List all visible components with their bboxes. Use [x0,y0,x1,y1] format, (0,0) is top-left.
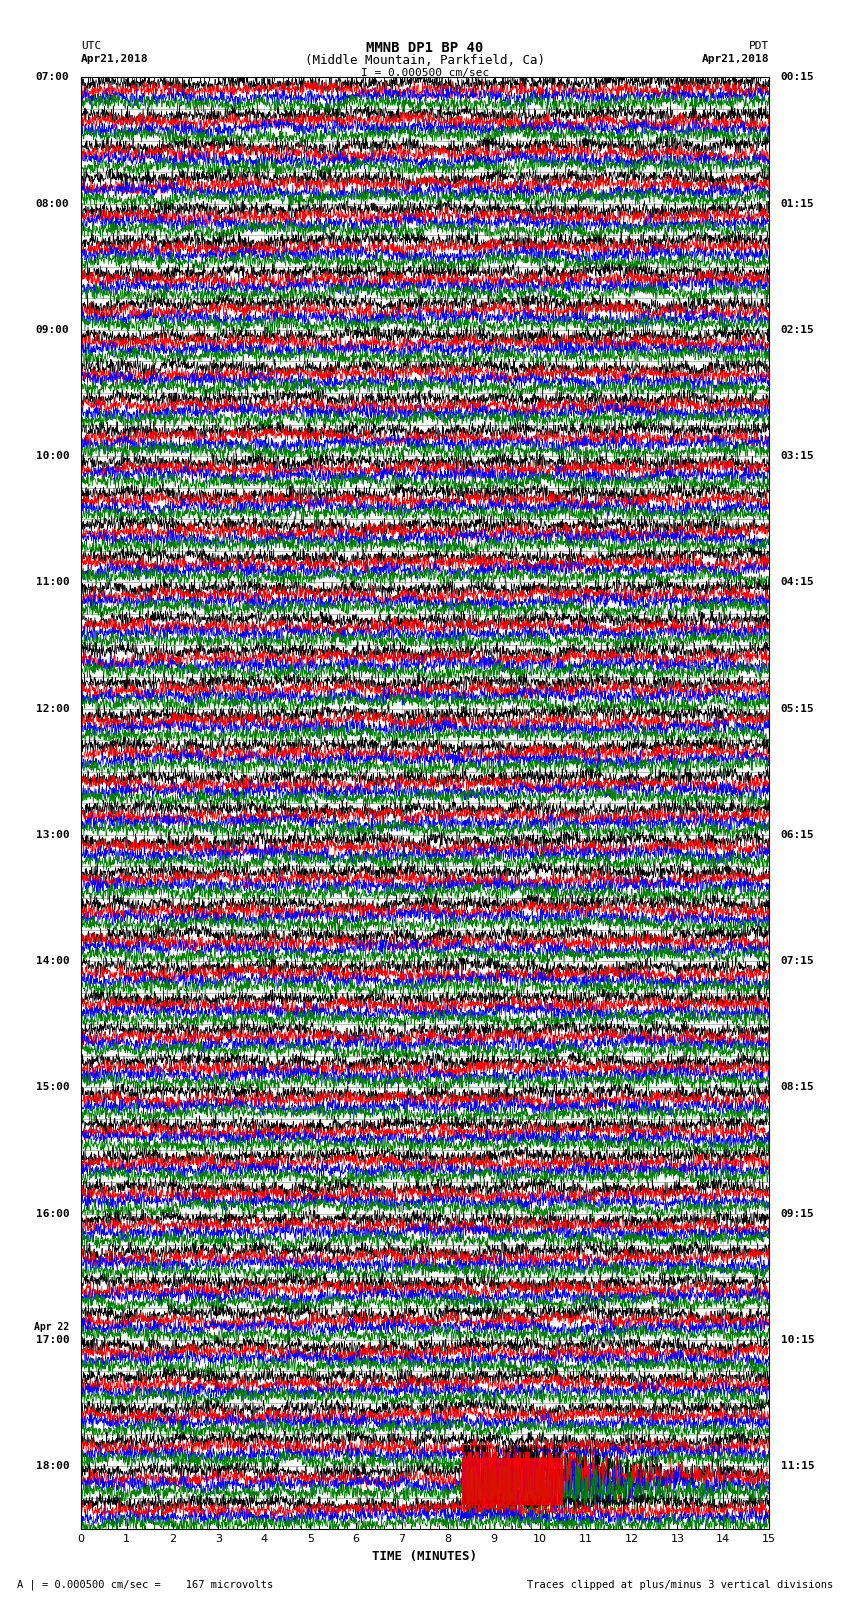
Text: 01:15: 01:15 [780,198,814,208]
Text: 00:15: 00:15 [780,73,814,82]
Text: I = 0.000500 cm/sec: I = 0.000500 cm/sec [361,68,489,77]
Text: 07:00: 07:00 [36,73,70,82]
Text: Traces clipped at plus/minus 3 vertical divisions: Traces clipped at plus/minus 3 vertical … [527,1581,833,1590]
Text: 17:00: 17:00 [36,1336,70,1345]
Text: 08:00: 08:00 [36,198,70,208]
Text: Apr21,2018: Apr21,2018 [81,53,148,65]
Text: 11:15: 11:15 [780,1461,814,1471]
Text: 13:00: 13:00 [36,829,70,840]
Text: 02:15: 02:15 [780,324,814,336]
X-axis label: TIME (MINUTES): TIME (MINUTES) [372,1550,478,1563]
Bar [462,1458,563,1505]
Text: Apr 22: Apr 22 [34,1323,70,1332]
Text: 16:00: 16:00 [36,1208,70,1218]
Text: 10:00: 10:00 [36,452,70,461]
Text: 09:00: 09:00 [36,324,70,336]
Text: 11:00: 11:00 [36,577,70,587]
Text: 09:15: 09:15 [780,1208,814,1218]
Text: 12:00: 12:00 [36,703,70,713]
Text: Apr21,2018: Apr21,2018 [702,53,769,65]
Text: 06:15: 06:15 [780,829,814,840]
Text: 05:15: 05:15 [780,703,814,713]
Text: 08:15: 08:15 [780,1082,814,1092]
Text: MMNB DP1 BP 40: MMNB DP1 BP 40 [366,40,484,55]
Text: (Middle Mountain, Parkfield, Ca): (Middle Mountain, Parkfield, Ca) [305,53,545,68]
Text: A | = 0.000500 cm/sec =    167 microvolts: A | = 0.000500 cm/sec = 167 microvolts [17,1579,273,1590]
Text: 07:15: 07:15 [780,957,814,966]
Text: PDT: PDT [749,40,769,52]
Text: 04:15: 04:15 [780,577,814,587]
Text: UTC: UTC [81,40,101,52]
Text: 15:00: 15:00 [36,1082,70,1092]
Text: 03:15: 03:15 [780,452,814,461]
Text: 10:15: 10:15 [780,1336,814,1345]
Text: 14:00: 14:00 [36,957,70,966]
Text: 18:00: 18:00 [36,1461,70,1471]
